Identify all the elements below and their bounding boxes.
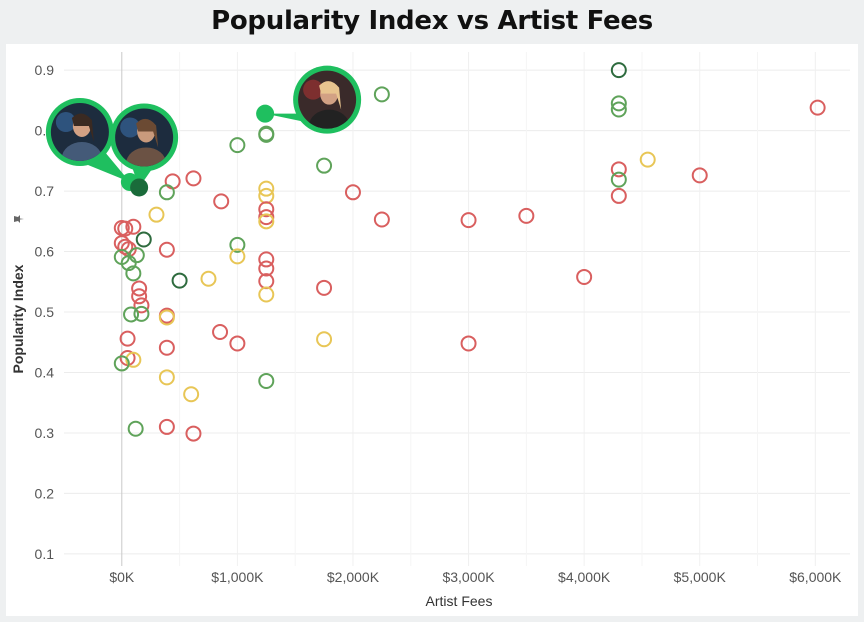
data-point[interactable] <box>610 171 627 188</box>
data-point[interactable] <box>133 297 150 314</box>
data-point[interactable] <box>171 272 188 289</box>
scatter-chart: $0K $1,000K $2,000K $3,000K $4,000K $5,000K $6… <box>10 52 850 609</box>
chart-panel: $0K $1,000K $2,000K $3,000K $4,000K $5,000K $6… <box>6 44 858 616</box>
data-point[interactable] <box>809 99 826 116</box>
y-tick-label: 0.3 <box>35 425 55 441</box>
y-tick-label: 0.5 <box>35 304 55 320</box>
data-point[interactable] <box>185 170 202 187</box>
data-point[interactable] <box>610 187 627 204</box>
highlight-callout[interactable] <box>256 65 362 142</box>
y-tick-label: 0.4 <box>35 364 55 380</box>
data-point[interactable] <box>158 418 175 435</box>
grid-lines <box>64 52 850 566</box>
y-axis-label: Popularity Index <box>10 264 26 373</box>
y-tick-label: 0.6 <box>35 244 55 260</box>
data-point[interactable] <box>117 238 134 255</box>
data-point[interactable] <box>229 137 246 154</box>
data-point[interactable] <box>229 236 246 253</box>
data-point[interactable] <box>125 218 142 235</box>
data-point[interactable] <box>316 157 333 174</box>
x-tick-label: $5,000K <box>674 569 727 585</box>
pin-icon <box>14 215 24 223</box>
data-point[interactable] <box>158 241 175 258</box>
data-point[interactable] <box>610 161 627 178</box>
data-point[interactable] <box>200 270 217 287</box>
x-tick-label: $6,000K <box>789 569 842 585</box>
data-point[interactable] <box>119 330 136 347</box>
male-artist-photo <box>50 103 109 162</box>
x-tick-label: $0K <box>109 569 135 585</box>
data-point[interactable] <box>131 280 148 297</box>
data-point[interactable] <box>113 355 130 372</box>
y-tick-label: 0.2 <box>35 485 55 501</box>
data-point[interactable] <box>576 268 593 285</box>
data-point[interactable] <box>135 231 152 248</box>
data-point[interactable] <box>610 95 627 112</box>
data-point[interactable] <box>229 335 246 352</box>
data-point[interactable] <box>125 351 142 368</box>
data-point[interactable] <box>213 193 230 210</box>
data-point[interactable] <box>185 425 202 442</box>
data-point[interactable] <box>316 331 333 348</box>
y-axis-label-group: Popularity Index <box>10 215 26 373</box>
data-point[interactable] <box>691 167 708 184</box>
chart-title: Popularity Index vs Artist Fees <box>211 6 653 36</box>
data-point[interactable] <box>258 251 275 268</box>
data-point[interactable] <box>148 206 165 223</box>
x-tick-label: $1,000K <box>211 569 264 585</box>
data-point[interactable] <box>133 305 150 322</box>
data-point[interactable] <box>460 212 477 229</box>
data-point[interactable] <box>131 288 148 305</box>
data-point[interactable] <box>125 265 142 282</box>
data-point[interactable] <box>610 62 627 79</box>
data-point[interactable] <box>518 207 535 224</box>
data-point[interactable] <box>229 248 246 265</box>
data-point[interactable] <box>639 151 656 168</box>
x-tick-label: $2,000K <box>327 569 380 585</box>
data-point[interactable] <box>258 260 275 277</box>
highlight-point <box>256 104 275 123</box>
y-axis-ticks: 0.10.20.30.40.50.60.70.80.9 <box>35 62 55 562</box>
data-point[interactable] <box>123 306 140 323</box>
data-point[interactable] <box>258 209 275 226</box>
highlight-callout[interactable] <box>45 98 139 192</box>
data-point[interactable] <box>212 323 229 340</box>
data-point[interactable] <box>316 279 333 296</box>
performer-photo <box>298 70 357 129</box>
data-point[interactable] <box>183 386 200 403</box>
x-axis-ticks: $0K $1,000K $2,000K $3,000K $4,000K $5,000K $6… <box>109 569 842 585</box>
x-tick-label: $4,000K <box>558 569 611 585</box>
data-point[interactable] <box>158 184 175 201</box>
highlighted-artists <box>45 65 362 197</box>
data-point[interactable] <box>158 339 175 356</box>
y-tick-label: 0.1 <box>35 546 55 562</box>
data-point[interactable] <box>127 420 144 437</box>
data-point[interactable] <box>258 201 275 218</box>
data-point[interactable] <box>610 101 627 118</box>
data-point[interactable] <box>258 180 275 197</box>
highlight-point <box>130 178 149 197</box>
data-point[interactable] <box>373 86 390 103</box>
data-points <box>113 62 826 442</box>
data-point[interactable] <box>258 126 275 143</box>
data-point[interactable] <box>258 213 275 230</box>
x-axis-label: Artist Fees <box>426 593 493 609</box>
female-artist-photo <box>115 108 174 167</box>
y-tick-label: 0.7 <box>35 183 55 199</box>
data-point[interactable] <box>117 220 134 237</box>
data-point[interactable] <box>258 372 275 389</box>
data-point[interactable] <box>344 184 361 201</box>
data-point[interactable] <box>460 335 477 352</box>
data-point[interactable] <box>373 211 390 228</box>
x-tick-label: $3,000K <box>442 569 495 585</box>
data-point[interactable] <box>158 309 175 326</box>
data-point[interactable] <box>158 369 175 386</box>
data-point[interactable] <box>120 255 137 272</box>
highlight-callout[interactable] <box>110 103 179 197</box>
data-point[interactable] <box>258 286 275 303</box>
y-tick-label: 0.9 <box>35 62 55 78</box>
